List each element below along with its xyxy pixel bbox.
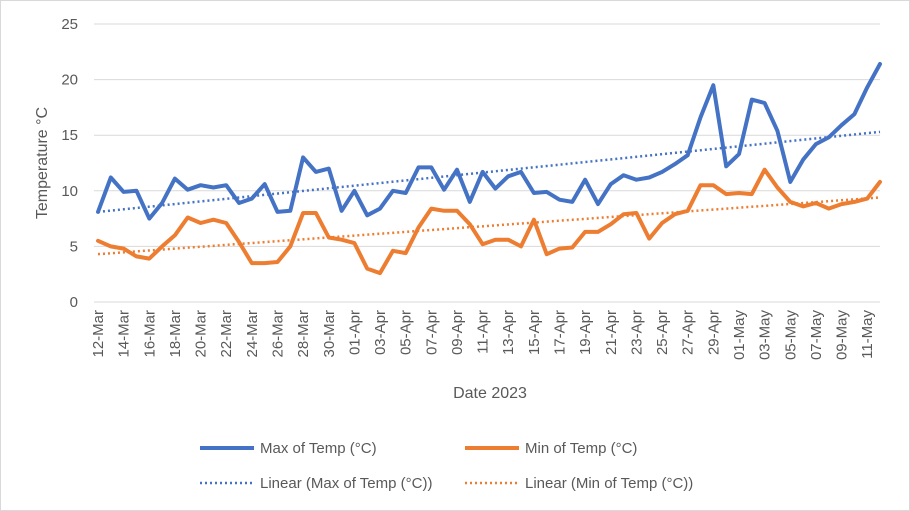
- x-tick-label: 28-Mar: [295, 310, 312, 358]
- y-tick-label: 5: [70, 238, 78, 255]
- x-tick-label: 20-Mar: [193, 310, 210, 358]
- x-tick-label: 01-Apr: [346, 310, 363, 355]
- x-tick-label: 25-Apr: [654, 310, 671, 355]
- x-tick-label: 17-Apr: [552, 310, 569, 355]
- x-tick-label: 27-Apr: [680, 310, 697, 355]
- x-tick-label: 23-Apr: [628, 310, 645, 355]
- legend: Max of Temp (°C) Min of Temp (°C) Linear (…: [200, 440, 693, 492]
- y-axis-tick-labels: 0 5 10 15 20 25: [61, 16, 78, 311]
- legend-label-0: Max of Temp (°C): [260, 440, 377, 457]
- trendline-3: [97, 196, 881, 256]
- x-tick-label: 12-Mar: [90, 310, 107, 358]
- x-axis-tick-labels: 12-Mar 14-Mar 16-Mar 18-Mar 20-Mar 22-Mar 24-M…: [90, 310, 876, 361]
- y-tick-label: 10: [61, 183, 78, 200]
- x-tick-label: 01-May: [731, 310, 748, 361]
- x-tick-label: 11-May: [859, 310, 876, 359]
- x-tick-label: 30-Mar: [321, 310, 338, 358]
- x-tick-label: 16-Mar: [141, 310, 158, 358]
- x-tick-label: 09-May: [834, 310, 851, 361]
- x-tick-label: 11-Apr: [475, 310, 492, 354]
- x-axis-title: Date 2023: [453, 385, 527, 402]
- y-tick-label: 20: [61, 72, 78, 89]
- x-tick-label: 13-Apr: [500, 310, 517, 355]
- x-tick-label: 05-May: [782, 310, 799, 361]
- x-tick-label: 15-Apr: [526, 310, 543, 355]
- gridlines: [94, 23, 880, 303]
- y-tick-label: 15: [61, 127, 78, 144]
- x-tick-label: 03-May: [757, 310, 774, 361]
- legend-label-2: Linear (Max of Temp (°C)): [260, 475, 432, 492]
- x-tick-label: 05-Apr: [398, 310, 415, 355]
- x-tick-label: 09-Apr: [449, 310, 466, 355]
- x-tick-label: 18-Mar: [167, 310, 184, 358]
- y-tick-label: 0: [70, 294, 78, 311]
- x-tick-label: 26-Mar: [269, 310, 286, 358]
- legend-label-1: Min of Temp (°C): [525, 440, 637, 457]
- x-tick-label: 19-Apr: [577, 310, 594, 355]
- legend-label-3: Linear (Min of Temp (°C)): [525, 475, 693, 492]
- y-tick-label: 25: [61, 16, 78, 33]
- x-tick-label: 07-Apr: [423, 310, 440, 355]
- x-tick-label: 22-Mar: [218, 310, 235, 358]
- trendline-2: [97, 130, 881, 214]
- x-tick-label: 03-Apr: [372, 310, 389, 355]
- x-tick-label: 14-Mar: [116, 310, 133, 358]
- x-tick-label: 07-May: [808, 310, 825, 361]
- x-tick-label: 24-Mar: [244, 310, 261, 358]
- x-tick-label: 21-Apr: [603, 310, 620, 355]
- x-tick-label: 29-Apr: [705, 310, 722, 355]
- plot-area: [96, 62, 882, 276]
- series-line-1: [96, 167, 882, 276]
- series-line-0: [96, 62, 882, 221]
- y-axis-title: Temperature °C: [34, 107, 51, 219]
